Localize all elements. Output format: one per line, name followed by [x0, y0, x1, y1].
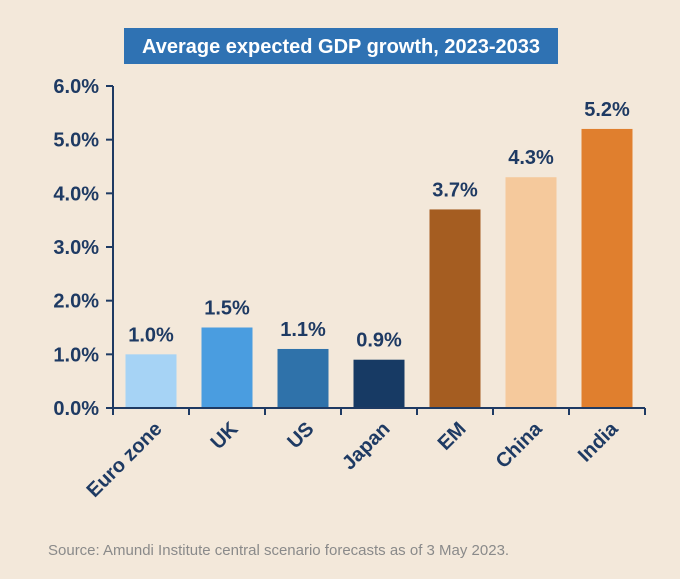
data-label: 4.3% [508, 147, 554, 169]
y-tick-label: 4.0% [53, 183, 99, 205]
bar [353, 359, 405, 408]
bar [429, 209, 481, 408]
bar [201, 327, 253, 408]
data-label: 0.9% [356, 330, 402, 352]
y-tick-label: 6.0% [53, 76, 99, 98]
bar [581, 128, 633, 408]
bar [125, 354, 177, 408]
bar [505, 177, 557, 408]
category-label: Euro zone [83, 418, 167, 502]
category-label: UK [207, 418, 243, 454]
y-tick-label: 0.0% [53, 398, 99, 420]
source-note: Source: Amundi Institute central scenari… [48, 542, 509, 559]
category-label: China [492, 417, 547, 472]
data-label: 1.0% [128, 324, 174, 346]
data-label: 1.1% [280, 319, 326, 341]
category-label: India [574, 417, 623, 466]
bar [277, 348, 329, 408]
data-label: 5.2% [584, 99, 630, 121]
y-tick-label: 1.0% [53, 344, 99, 366]
y-tick-label: 2.0% [53, 291, 99, 313]
y-tick-label: 3.0% [53, 237, 99, 259]
y-tick-label: 5.0% [53, 130, 99, 152]
chart-title: Average expected GDP growth, 2023-2033 [142, 36, 540, 58]
category-label: Japan [338, 418, 394, 474]
category-label: EM [434, 418, 471, 455]
data-label: 1.5% [204, 298, 250, 320]
title-banner [124, 28, 558, 64]
category-label: US [283, 418, 318, 453]
data-label: 3.7% [432, 179, 478, 201]
